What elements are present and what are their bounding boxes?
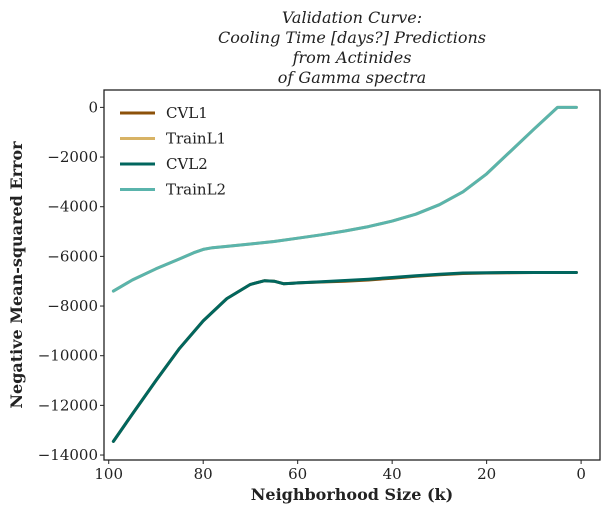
- y-axis-label: Negative Mean-squared Error: [7, 141, 26, 409]
- legend-label-cvl1: CVL1: [166, 104, 208, 122]
- y-axis-ticks: 0 −2000 −4000 −6000 −8000 −10000 −12000 −14000: [38, 98, 104, 464]
- y-tick-label: 0: [88, 98, 98, 116]
- x-tick-label: 60: [288, 465, 307, 483]
- series-layer: [111, 105, 578, 443]
- y-tick-label: −6000: [47, 247, 98, 265]
- title-line-4: of Gamma spectra: [278, 68, 426, 87]
- title-line-3: from Actinides: [292, 48, 412, 67]
- x-tick-label: 40: [383, 465, 402, 483]
- x-axis-ticks: 100 80 60 40 20 0: [94, 460, 586, 483]
- series-line-cvl1: [111, 271, 578, 443]
- series-line-trainl2: [111, 105, 578, 293]
- legend-label-cvl2: CVL2: [166, 155, 208, 173]
- y-tick-label: −4000: [47, 198, 98, 216]
- legend: CVL1 TrainL1 CVL2 TrainL2: [120, 104, 226, 199]
- x-tick-label: 20: [477, 465, 496, 483]
- x-axis-label: Neighborhood Size (k): [251, 485, 453, 504]
- y-tick-label: −10000: [38, 347, 98, 365]
- y-tick-label: −12000: [38, 396, 98, 414]
- y-tick-label: −14000: [38, 446, 98, 464]
- x-tick-label: 0: [576, 465, 586, 483]
- y-tick-label: −2000: [47, 148, 98, 166]
- y-tick-label: −8000: [47, 297, 98, 315]
- legend-label-trainl2: TrainL2: [166, 181, 226, 199]
- x-tick-label: 100: [94, 465, 123, 483]
- series-line-cvl2: [111, 271, 578, 443]
- plot-frame: [103, 89, 601, 461]
- x-tick-label: 80: [194, 465, 213, 483]
- chart-title: Validation Curve: Cooling Time [days?] P…: [218, 8, 486, 87]
- title-line-2: Cooling Time [days?] Predictions: [218, 28, 486, 47]
- legend-label-trainl1: TrainL1: [166, 130, 226, 148]
- title-line-1: Validation Curve:: [282, 8, 422, 27]
